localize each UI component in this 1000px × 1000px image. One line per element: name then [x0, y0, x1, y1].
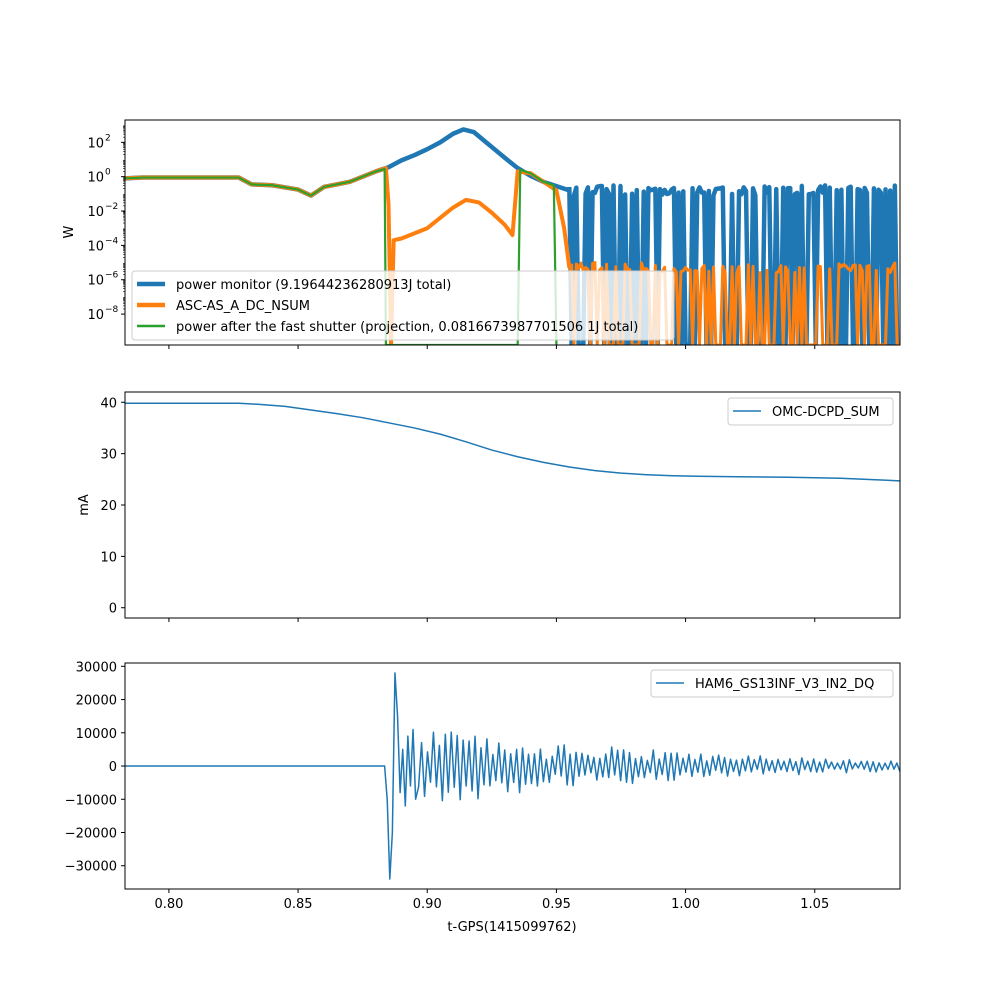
y-tick-label: 10 — [87, 205, 104, 220]
x-tick-label: 0.85 — [284, 897, 313, 912]
seismometer-panel-legend: HAM6_GS13INF_V3_IN2_DQ — [650, 669, 894, 698]
dcpd-panel-y-ticks: 0 10 20 30 40 — [100, 396, 125, 617]
power-panel-ylabel: W — [62, 225, 77, 238]
y-tick-label: 20000 — [76, 694, 117, 709]
y-tick-label-exponent: −6 — [105, 271, 119, 281]
y-tick-label: 0 — [109, 602, 117, 617]
y-tick-label: 10 — [87, 274, 104, 289]
legend-label-ham6: HAM6_GS13INF_V3_IN2_DQ — [695, 677, 874, 692]
y-tick-label: −10000 — [65, 793, 117, 808]
y-tick-label-exponent: 2 — [105, 133, 111, 143]
y-tick-label: 0 — [109, 760, 117, 775]
power-panel-frame — [124, 119, 901, 346]
power-panel-legend: power monitor (9.19644236280913J total) … — [131, 270, 675, 341]
legend-label-fast-shutter: power after the fast shutter (projection… — [176, 320, 638, 335]
y-tick-label: 20 — [100, 499, 117, 514]
dcpd-panel-legend-box — [727, 397, 894, 426]
y-tick-label: 10 — [100, 550, 117, 565]
seismometer-panel-series — [125, 672, 900, 880]
power-panel-legend-box — [131, 270, 675, 341]
series-line-fast-shutter — [125, 167, 558, 345]
dcpd-panel: 0 10 20 30 40 mA OMC-DCPD_SUM — [77, 391, 901, 622]
y-tick-label: −20000 — [65, 827, 117, 842]
y-tick-label: 30 — [100, 448, 117, 463]
y-tick-label: −30000 — [65, 860, 117, 875]
y-tick-label: 40 — [100, 396, 117, 411]
x-tick-label: 1.05 — [800, 897, 829, 912]
dcpd-panel-series — [125, 402, 900, 482]
x-tick-label: 0.90 — [413, 897, 442, 912]
dcpd-panel-ylabel: mA — [77, 494, 92, 516]
dcpd-panel-legend: OMC-DCPD_SUM — [727, 397, 894, 426]
y-tick-label: 10 — [87, 171, 104, 186]
series-line-omc-dcpd — [125, 402, 900, 482]
y-tick-label-exponent: −2 — [105, 202, 118, 212]
y-tick-label-exponent: −8 — [105, 305, 119, 315]
legend-label-asc-as-a: ASC-AS_A_DC_NSUM — [176, 299, 310, 314]
legend-label-power-monitor: power monitor (9.19644236280913J total) — [176, 278, 451, 293]
legend-label-omc-dcpd: OMC-DCPD_SUM — [772, 405, 880, 420]
y-tick-label: 30000 — [76, 660, 117, 675]
x-tick-label: 0.80 — [154, 897, 183, 912]
series-noise-power-monitor — [567, 183, 900, 345]
y-tick-label: 10 — [87, 308, 104, 323]
x-tick-label: 0.95 — [542, 897, 571, 912]
y-tick-label-exponent: 0 — [105, 168, 111, 178]
y-tick-label: 10000 — [76, 727, 117, 742]
x-tick-label: 1.00 — [671, 897, 700, 912]
y-tick-label-exponent: −4 — [105, 236, 119, 246]
seismometer-panel-x-ticks: 0.80 0.85 0.90 0.95 1.00 1.05 — [154, 889, 829, 912]
seismometer-panel-y-ticks: 30000 20000 10000 0 −10000 −20000 −30000 — [65, 660, 125, 875]
dcpd-panel-x-ticks — [168, 618, 816, 622]
seismometer-panel-frame — [124, 662, 901, 890]
power-panel-x-ticks — [168, 345, 816, 349]
y-tick-label: 10 — [87, 136, 104, 151]
y-tick-label: 10 — [87, 239, 104, 254]
seismometer-panel-xlabel: t-GPS(1415099762) — [447, 920, 576, 935]
series-line-ham6 — [125, 672, 900, 880]
seismometer-panel-legend-box — [650, 669, 894, 698]
